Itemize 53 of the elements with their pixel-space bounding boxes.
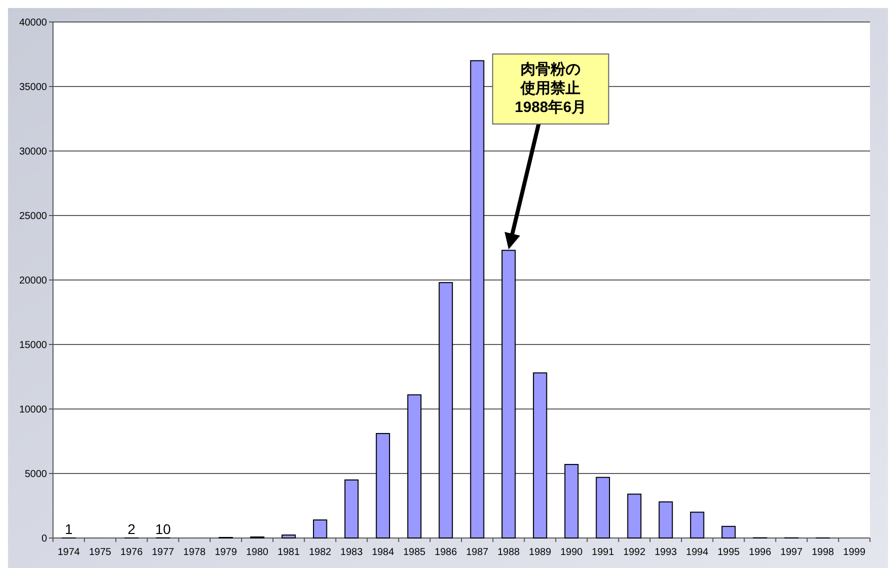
x-tick-label: 1990 (560, 547, 584, 558)
x-tick-label: 1974 (58, 547, 80, 558)
y-tick-label: 25000 (19, 211, 48, 222)
x-tick-label: 1984 (372, 547, 394, 558)
y-tick-label: 40000 (19, 18, 48, 28)
x-tick-label: 1993 (654, 547, 678, 558)
y-tick-label: 15000 (19, 340, 48, 351)
x-tick-label: 1978 (183, 547, 206, 558)
data-label: 10 (155, 520, 171, 537)
bar (564, 464, 579, 538)
bar (596, 476, 610, 538)
annotation: 肉骨粉の使用禁止1988年6月 (514, 60, 588, 117)
x-tick-label: 1980 (246, 547, 269, 558)
x-tick-label: 1975 (89, 547, 112, 558)
data-label: 1 (64, 520, 73, 537)
bar (532, 372, 548, 538)
y-tick-label: 20000 (19, 276, 48, 286)
x-tick-label: 1991 (592, 547, 614, 558)
bar (721, 526, 736, 538)
y-tick-label: 10000 (19, 404, 48, 416)
bar (627, 494, 642, 538)
data-label: 2 (128, 520, 136, 537)
x-tick-label: 1976 (120, 547, 144, 558)
bar (344, 479, 359, 538)
x-tick-label: 1988 (498, 547, 520, 558)
x-tick-label: 1981 (278, 547, 300, 558)
y-tick-label: 5000 (24, 469, 48, 480)
x-tick-label: 1995 (717, 547, 740, 558)
bar (690, 512, 704, 538)
x-tick-label: 1977 (152, 547, 175, 558)
bar (312, 519, 328, 538)
y-tick-label: 35000 (19, 82, 48, 93)
x-tick-label: 1987 (466, 547, 489, 558)
x-tick-label: 1997 (780, 547, 803, 558)
bar (470, 60, 484, 538)
x-tick-label: 1989 (528, 547, 552, 558)
x-tick-label: 1996 (748, 547, 772, 558)
x-tick-label: 1998 (812, 547, 834, 558)
bar (438, 282, 453, 538)
x-tick-label: 1994 (686, 547, 709, 558)
y-tick-label: 0 (41, 534, 48, 544)
bar (282, 534, 296, 538)
x-tick-label: 1983 (340, 547, 364, 558)
x-tick-label: 1992 (623, 547, 646, 558)
x-tick-label: 1986 (434, 547, 458, 558)
x-tick-label: 1979 (214, 547, 238, 558)
x-tick-label: 1999 (843, 547, 866, 558)
x-tick-label: 1982 (308, 547, 332, 558)
x-tick-label: 1985 (403, 547, 426, 558)
y-tick-label: 30000 (19, 146, 48, 158)
bar (407, 394, 422, 538)
bar (376, 433, 390, 538)
bar (658, 501, 673, 538)
